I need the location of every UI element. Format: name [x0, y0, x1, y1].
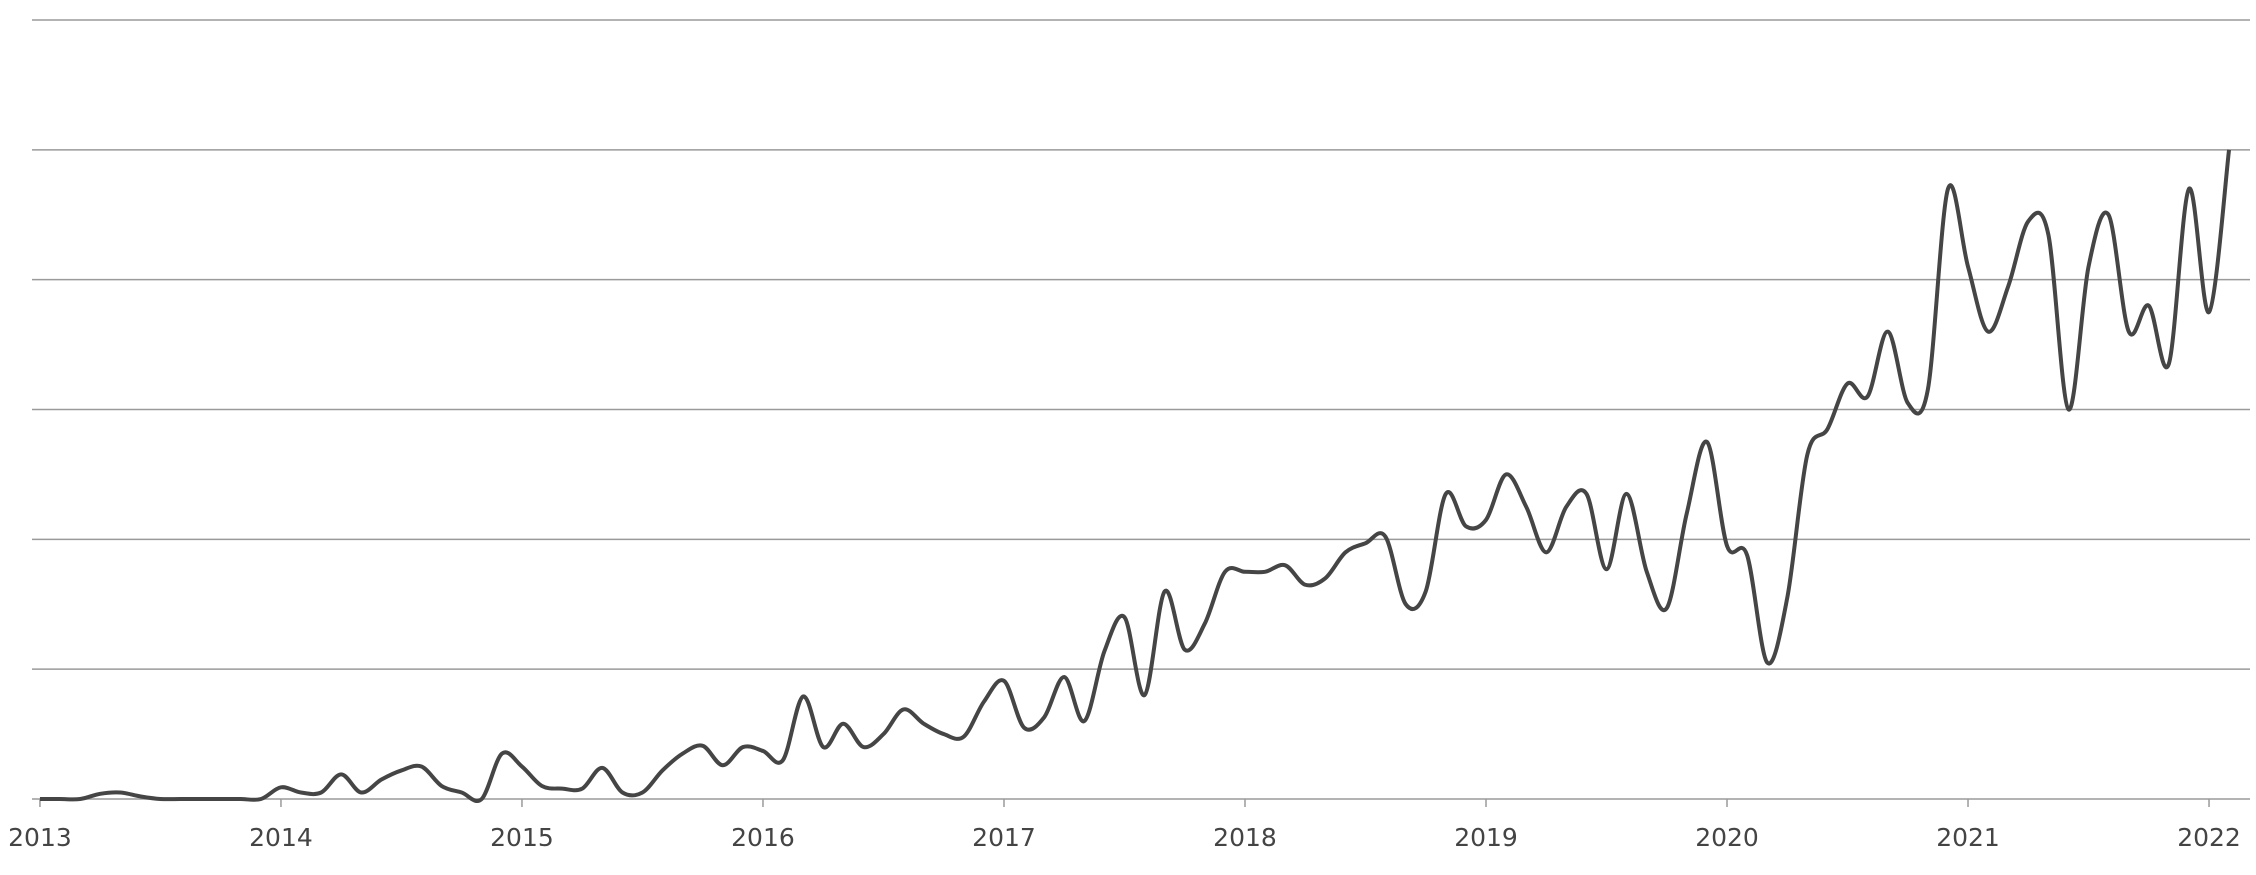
x-tick-label: 2019 [1454, 823, 1518, 852]
x-tick-label: 2022 [2177, 823, 2241, 852]
x-tick-label: 2017 [972, 823, 1036, 852]
x-tick-label: 2018 [1213, 823, 1277, 852]
x-tick-label: 2015 [490, 823, 554, 852]
x-tick-label: 2020 [1695, 823, 1759, 852]
x-tick-label: 2016 [731, 823, 795, 852]
x-tick-label: 2021 [1936, 823, 2000, 852]
x-tick-label: 2013 [8, 823, 72, 852]
x-tick-label: 2014 [249, 823, 313, 852]
data-line [39, 149, 2232, 804]
